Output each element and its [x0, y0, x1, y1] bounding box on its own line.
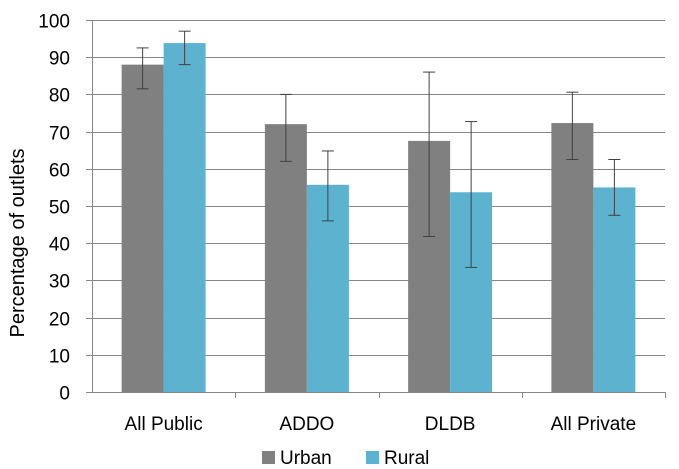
bars — [121, 43, 636, 393]
y-tick-label: 40 — [49, 235, 70, 256]
legend-label: Rural — [384, 448, 429, 469]
y-tick-label: 20 — [49, 310, 70, 331]
y-tick-label: 50 — [49, 198, 70, 219]
legend-label: Urban — [280, 448, 332, 469]
x-tick-labels: All Public ADDO DLDB All Private — [125, 414, 637, 435]
error-bar — [279, 93, 292, 162]
x-tick-label: DLDB — [425, 414, 476, 435]
axes — [86, 20, 666, 398]
legend-item-rural: Rural — [366, 448, 429, 469]
y-tick-label: 0 — [59, 384, 70, 405]
legend-item-urban: Urban — [262, 448, 332, 469]
bar-rural-all-private — [593, 187, 636, 392]
bar-urban-all-public — [121, 64, 164, 392]
y-tick-label: 30 — [49, 272, 70, 293]
error-bar — [566, 91, 579, 160]
y-tick-label: 100 — [38, 12, 70, 33]
y-axis-label: Percentage of outlets — [7, 148, 29, 337]
legend-swatch — [366, 451, 379, 464]
y-tick-label: 80 — [49, 86, 70, 107]
error-bar — [465, 121, 478, 268]
y-tick-labels: 0 10 20 30 40 50 60 70 80 90 100 — [38, 12, 70, 405]
legend: Urban Rural — [262, 448, 429, 469]
y-tick-label: 70 — [49, 124, 70, 145]
legend-swatch — [262, 451, 275, 464]
bar-urban-all-private — [551, 123, 594, 392]
error-bar — [136, 47, 149, 90]
error-bar — [608, 159, 621, 216]
bar-rural-all-public — [163, 43, 206, 393]
bar-urban-addo — [264, 124, 307, 392]
x-tick-label: All Public — [125, 414, 203, 435]
y-tick-label: 60 — [49, 161, 70, 182]
x-tick-label: ADDO — [279, 414, 334, 435]
error-bar — [423, 71, 436, 238]
y-tick-label: 90 — [49, 49, 70, 70]
y-tick-label: 10 — [49, 347, 70, 368]
error-bar — [178, 30, 191, 66]
x-tick-label: All Private — [551, 414, 637, 435]
error-bars — [136, 30, 621, 268]
error-bar — [321, 150, 334, 222]
